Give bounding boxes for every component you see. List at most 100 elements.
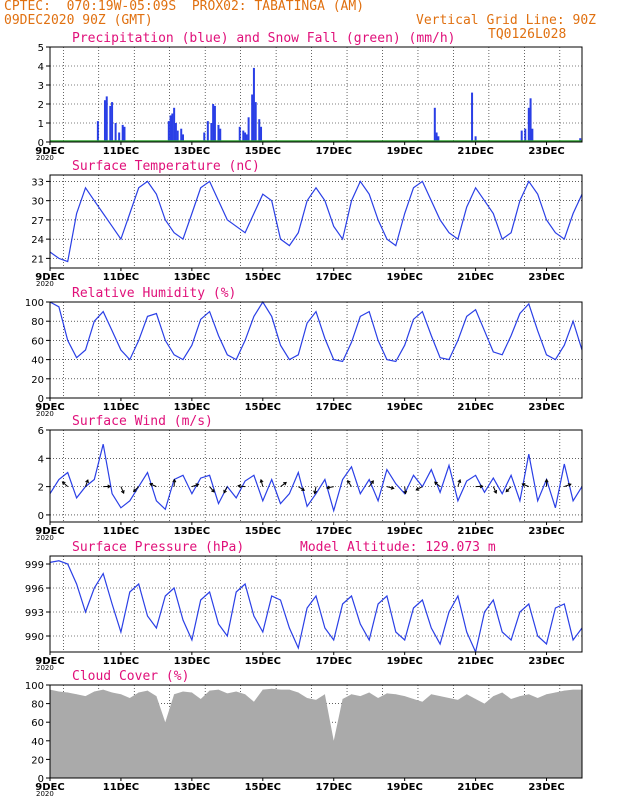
wind-arrow-head xyxy=(223,489,227,494)
panel-6: 0 20 40 60 80 100 9DEC 11DEC 13DEC 15DEC 17DEC 19DE… xyxy=(25,669,583,798)
wind-arrow-head xyxy=(390,485,395,490)
y-tick-label: 40 xyxy=(31,356,44,367)
x-tick-label: 13DEC xyxy=(174,402,210,413)
x-tick-label: 19DEC xyxy=(386,272,422,283)
y-tick-label: 33 xyxy=(31,177,44,188)
precip-bar xyxy=(219,128,222,142)
x-tick-label: 9DEC xyxy=(35,402,64,413)
precip-bar xyxy=(437,136,440,142)
x-tick-label: 21DEC xyxy=(457,146,493,157)
wind-arrow-head xyxy=(85,479,89,484)
panel-title: Surface Temperature (nC) xyxy=(72,159,260,174)
wind-arrow-head xyxy=(211,488,215,493)
x-tick-label: 19DEC xyxy=(386,656,422,667)
precip-bar xyxy=(258,119,261,142)
precip-bar xyxy=(174,123,177,142)
series-line xyxy=(49,444,583,513)
x-tick-label: 15DEC xyxy=(245,272,281,283)
y-tick-label: 100 xyxy=(25,681,44,692)
x-tick-label: 21DEC xyxy=(457,526,493,537)
precip-bar xyxy=(217,124,220,142)
wind-arrow-head xyxy=(132,488,137,493)
x-tick-label: 19DEC xyxy=(386,526,422,537)
header-line1: CPTEC: 070:19W-05:09S PROX02: TABATINGA … xyxy=(4,0,365,14)
wind-arrow-head xyxy=(107,484,112,489)
wind-arrow-head xyxy=(283,481,287,486)
precip-bar xyxy=(251,94,254,142)
panel-frame xyxy=(49,555,583,653)
precip-bar xyxy=(531,128,534,142)
wind-arrow-head xyxy=(347,479,351,484)
y-tick-label: 4 xyxy=(38,454,44,465)
precip-bar xyxy=(96,121,99,142)
x-tick-label: 23DEC xyxy=(528,402,564,413)
y-tick-label: 990 xyxy=(25,632,44,643)
wind-arrow xyxy=(347,480,352,487)
y-tick-label: 80 xyxy=(31,700,44,711)
wind-arrow-head xyxy=(195,483,200,487)
precip-bar xyxy=(105,96,108,142)
wind-arrow xyxy=(62,481,69,487)
x-tick-label: 17DEC xyxy=(316,402,352,413)
y-tick-label: 0 xyxy=(38,394,44,405)
y-tick-label: 0 xyxy=(38,511,44,522)
wind-arrow-head xyxy=(493,489,498,494)
precip-bar xyxy=(203,132,206,142)
wind-arrow-head xyxy=(434,481,438,486)
wind-arrow xyxy=(434,481,441,487)
precip-bar xyxy=(206,121,209,142)
x-tick-label: 19DEC xyxy=(386,146,422,157)
y-tick-label: 21 xyxy=(31,254,44,265)
year-label: 2020 xyxy=(36,410,54,418)
x-tick-label: 9DEC xyxy=(35,526,64,537)
panel-frame xyxy=(49,301,583,399)
panel-title: Precipitation (blue) and Snow Fall (gree… xyxy=(72,31,456,46)
wind-arrow-head xyxy=(237,484,242,489)
precip-bar xyxy=(173,107,176,142)
panel-title: Relative Humidity (%) xyxy=(72,286,236,301)
wind-arrow xyxy=(209,486,215,493)
x-tick-label: 23DEC xyxy=(528,526,564,537)
x-tick-label: 23DEC xyxy=(528,656,564,667)
precip-bar xyxy=(210,123,213,142)
precip-bar xyxy=(247,117,250,142)
x-tick-label: 11DEC xyxy=(103,146,139,157)
y-tick-label: 20 xyxy=(31,375,44,386)
precip-bar xyxy=(252,67,255,142)
precip-bar xyxy=(242,130,245,142)
x-tick-label: 17DEC xyxy=(316,656,352,667)
y-tick-label: 24 xyxy=(31,235,44,246)
precip-bar xyxy=(167,121,170,142)
x-tick-label: 15DEC xyxy=(245,526,281,537)
x-tick-label: 17DEC xyxy=(316,782,352,793)
year-label: 2020 xyxy=(36,534,54,542)
panel-annotation: Model Altitude: 129.073 m xyxy=(300,540,496,555)
x-tick-label: 15DEC xyxy=(245,402,281,413)
panel-frame xyxy=(49,429,583,523)
panel-frame xyxy=(49,684,583,779)
wind-arrow xyxy=(416,486,423,491)
wind-arrow xyxy=(191,483,199,488)
y-tick-label: 6 xyxy=(38,426,44,437)
x-tick-label: 11DEC xyxy=(103,656,139,667)
precip-bar xyxy=(213,105,216,142)
x-tick-label: 17DEC xyxy=(316,526,352,537)
year-label: 2020 xyxy=(36,280,54,288)
y-tick-label: 3 xyxy=(38,81,44,92)
x-tick-label: 9DEC xyxy=(35,782,64,793)
wind-arrow xyxy=(492,486,497,494)
wind-arrow-head xyxy=(521,482,526,487)
wind-arrow-head xyxy=(505,488,510,493)
y-tick-label: 60 xyxy=(31,336,44,347)
precip-bar xyxy=(103,100,106,142)
y-tick-label: 100 xyxy=(25,298,44,309)
wind-arrow xyxy=(238,485,246,488)
x-tick-label: 11DEC xyxy=(103,526,139,537)
wind-arrow xyxy=(280,482,287,488)
series-line xyxy=(49,180,583,263)
precip-bar xyxy=(123,126,126,142)
wind-arrow-head xyxy=(370,480,374,484)
y-tick-label: 996 xyxy=(25,584,44,595)
wind-arrow xyxy=(120,486,125,494)
year-label: 2020 xyxy=(36,154,54,162)
